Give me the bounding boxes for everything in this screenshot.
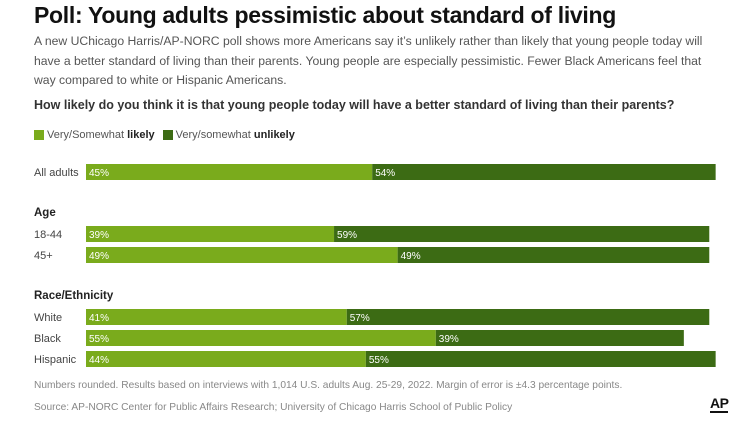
row-label-18-44: 18-44 — [34, 229, 62, 241]
row-label-45: 45+ — [34, 250, 53, 262]
value-label-unlikely-black: 39% — [439, 334, 459, 345]
value-label-unlikely-18-44: 59% — [337, 230, 357, 241]
legend-item-likely: Very/Somewhat likely — [34, 129, 155, 141]
bar-unlikely-all-adults — [372, 164, 716, 180]
chart-subtitle: A new UChicago Harris/AP-NORC poll shows… — [34, 34, 703, 87]
legend-swatch-likely — [34, 130, 44, 140]
row-label-white: White — [34, 312, 62, 324]
row-label-black: Black — [34, 333, 61, 345]
survey-question: How likely do you think it is that young… — [34, 98, 675, 112]
bar-unlikely-black — [435, 330, 684, 346]
bar-likely-all-adults — [86, 164, 373, 180]
chart-title: Poll: Young adults pessimistic about sta… — [34, 2, 616, 28]
legend-label-likely-prefix: Very/Somewhat — [47, 129, 128, 141]
value-label-likely-black: 55% — [89, 334, 109, 345]
legend: Very/Somewhat likely Very/somewhat unlik… — [34, 129, 303, 141]
group-heading-race-ethnicity: Race/Ethnicity — [34, 290, 114, 302]
bar-likely-45 — [86, 247, 398, 263]
legend-label-unlikely-bold: unlikely — [253, 129, 295, 141]
bar-likely-white — [86, 309, 347, 325]
ap-logo: AP — [710, 395, 729, 413]
bar-unlikely-white — [346, 309, 710, 325]
legend-label-likely-bold: likely — [127, 129, 155, 141]
bar-likely-black — [86, 330, 436, 346]
source-note: Source: AP-NORC Center for Public Affair… — [34, 402, 513, 413]
value-label-likely-white: 41% — [89, 313, 109, 324]
value-label-unlikely-hispanic: 55% — [369, 355, 389, 366]
row-label-all-adults: All adults — [34, 167, 79, 179]
bar-unlikely-18-44 — [334, 226, 710, 242]
value-label-likely-45: 49% — [89, 251, 109, 262]
value-label-unlikely-45: 49% — [401, 251, 421, 262]
bar-unlikely-hispanic — [365, 351, 716, 367]
legend-label-unlikely-prefix: Very/somewhat — [175, 129, 254, 141]
group-heading-age: Age — [34, 207, 56, 219]
value-label-likely-18-44: 39% — [89, 230, 109, 241]
row-label-hispanic: Hispanic — [34, 354, 77, 366]
legend-item-unlikely: Very/somewhat unlikely — [162, 129, 295, 141]
value-label-unlikely-white: 57% — [350, 313, 370, 324]
value-label-unlikely-all-adults: 54% — [375, 168, 395, 179]
value-label-likely-hispanic: 44% — [89, 355, 109, 366]
bar-likely-18-44 — [86, 226, 335, 242]
value-label-likely-all-adults: 45% — [89, 168, 109, 179]
legend-swatch-unlikely — [162, 130, 173, 140]
bar-unlikely-45 — [397, 247, 710, 263]
bar-likely-hispanic — [86, 351, 366, 367]
footnote: Numbers rounded. Results based on interv… — [34, 380, 623, 391]
